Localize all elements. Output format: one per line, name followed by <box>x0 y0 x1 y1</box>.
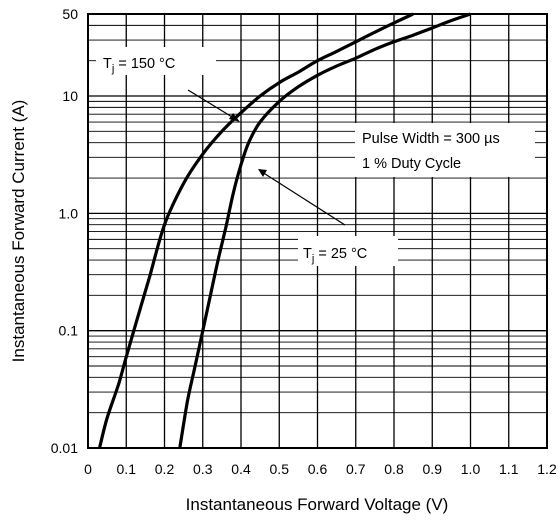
x-tick-label-12: 1.2 <box>537 461 557 477</box>
label-tj-150-arrowhead <box>229 113 240 122</box>
x-tick-label-6: 0.6 <box>308 461 328 477</box>
duty-cycle-text: 1 % Duty Cycle <box>362 156 461 172</box>
y-tick-labels: 0.01 0.1 1.0 10 50 <box>51 6 78 456</box>
label-tj-25-arrow <box>261 171 346 226</box>
y-axis-title: Instantaneous Forward Current (A) <box>9 100 28 363</box>
label-tj-150-text: Tj = 150 °C <box>103 56 175 75</box>
y-tick-label-0: 0.01 <box>51 440 78 456</box>
label-tj-150-arrow <box>187 89 238 121</box>
pulse-width-note-box <box>355 123 535 177</box>
label-tj-25-arrowhead <box>258 169 267 177</box>
y-tick-label-3: 10 <box>62 88 78 104</box>
x-tick-label-2: 0.2 <box>155 461 175 477</box>
x-tick-labels: 0 0.1 0.2 0.3 0.4 0.5 0.6 0.7 0.8 0.9 1.0 1.1 1.2 <box>84 461 557 477</box>
series-layer <box>97 12 472 449</box>
x-tick-label-0: 0 <box>84 461 92 477</box>
x-tick-label-7: 0.7 <box>346 461 366 477</box>
pulse-width-note: Pulse Width = 300 µs 1 % Duty Cycle <box>355 123 535 177</box>
x-tick-label-9: 0.9 <box>423 461 443 477</box>
grid <box>87 13 548 449</box>
label-tj-25-text: Tj = 25 °C <box>303 246 367 265</box>
x-tick-label-10: 1.0 <box>461 461 481 477</box>
series-line-1 <box>178 12 472 449</box>
pulse-width-text: Pulse Width = 300 µs <box>362 131 500 147</box>
series-line-0 <box>97 12 414 449</box>
label-tj-150-box <box>96 47 216 75</box>
plot-frame <box>87 13 548 449</box>
label-tj-150: Tj = 150 °C <box>96 47 240 122</box>
x-tick-label-3: 0.3 <box>193 461 213 477</box>
x-tick-label-11: 1.1 <box>499 461 519 477</box>
y-tick-label-1: 0.1 <box>59 323 79 339</box>
label-tj-25-box <box>298 236 398 266</box>
x-tick-label-1: 0.1 <box>117 461 137 477</box>
x-tick-label-8: 0.8 <box>384 461 404 477</box>
label-tj-25: Tj = 25 °C <box>258 169 398 266</box>
y-tick-label-2: 1.0 <box>59 205 79 221</box>
x-tick-label-4: 0.4 <box>231 461 251 477</box>
x-axis-title: Instantaneous Forward Voltage (V) <box>186 495 449 514</box>
x-tick-label-5: 0.5 <box>270 461 290 477</box>
y-tick-label-4: 50 <box>62 6 78 22</box>
